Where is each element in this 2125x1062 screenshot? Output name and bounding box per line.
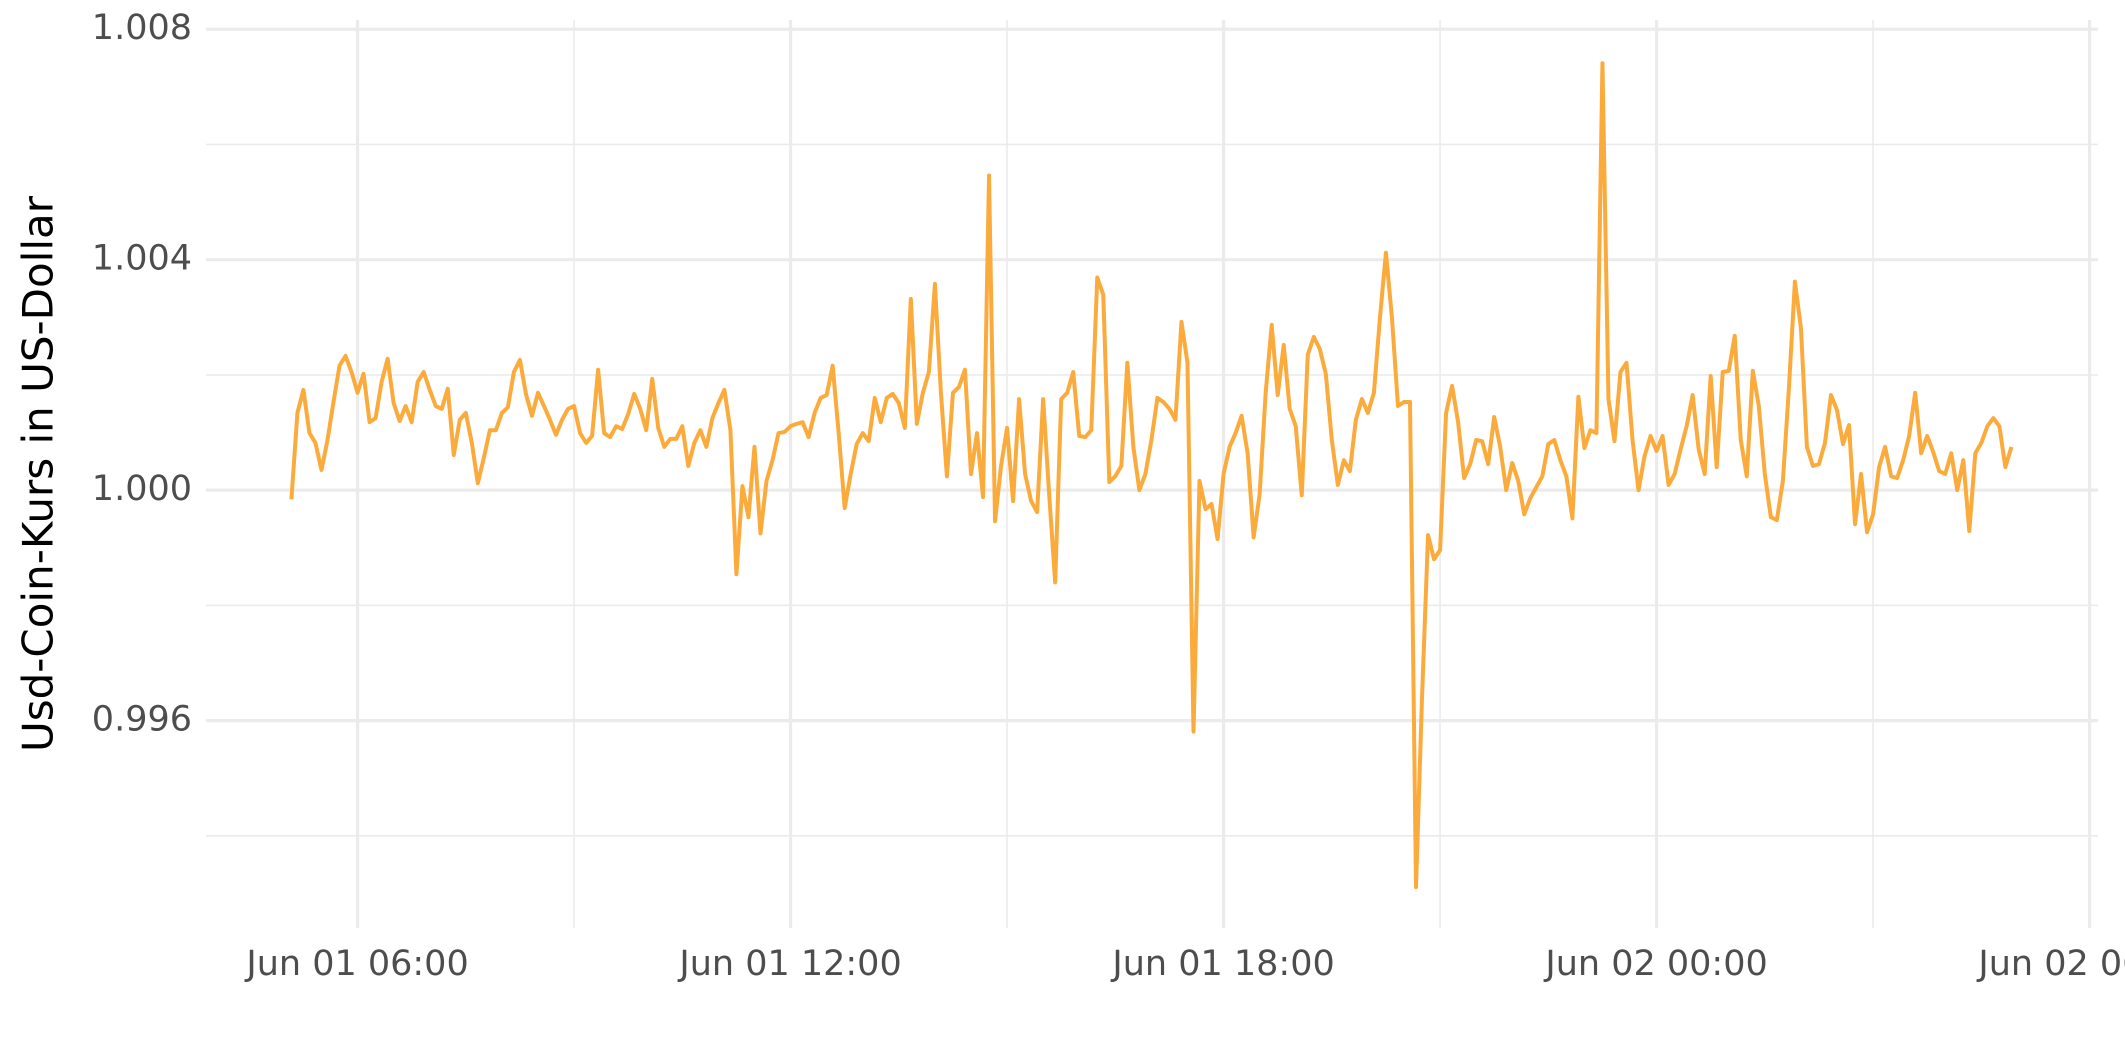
axis-labels: 0.996 1.000 1.004 1.008 Jun 01 06:00 Jun 01 1… [92,8,2125,984]
line-series [289,61,2014,890]
y-tick-label: 1.000 [92,469,192,509]
y-tick-label: 1.004 [92,239,192,279]
x-tick-label: Jun 01 06:00 [244,944,468,984]
plot-area [289,61,2014,890]
y-axis-title: Usd-Coin-Kurs in US-Dollar [14,195,63,752]
x-tick-label: Jun 02 06:00 [1976,944,2125,984]
y-tick-label: 1.008 [92,8,192,48]
grid [206,20,2098,928]
x-tick-label: Jun 02 00:00 [1543,944,1767,984]
x-tick-label: Jun 01 12:00 [677,944,901,984]
x-tick-label: Jun 01 18:00 [1110,944,1334,984]
y-tick-label: 0.996 [92,700,192,740]
